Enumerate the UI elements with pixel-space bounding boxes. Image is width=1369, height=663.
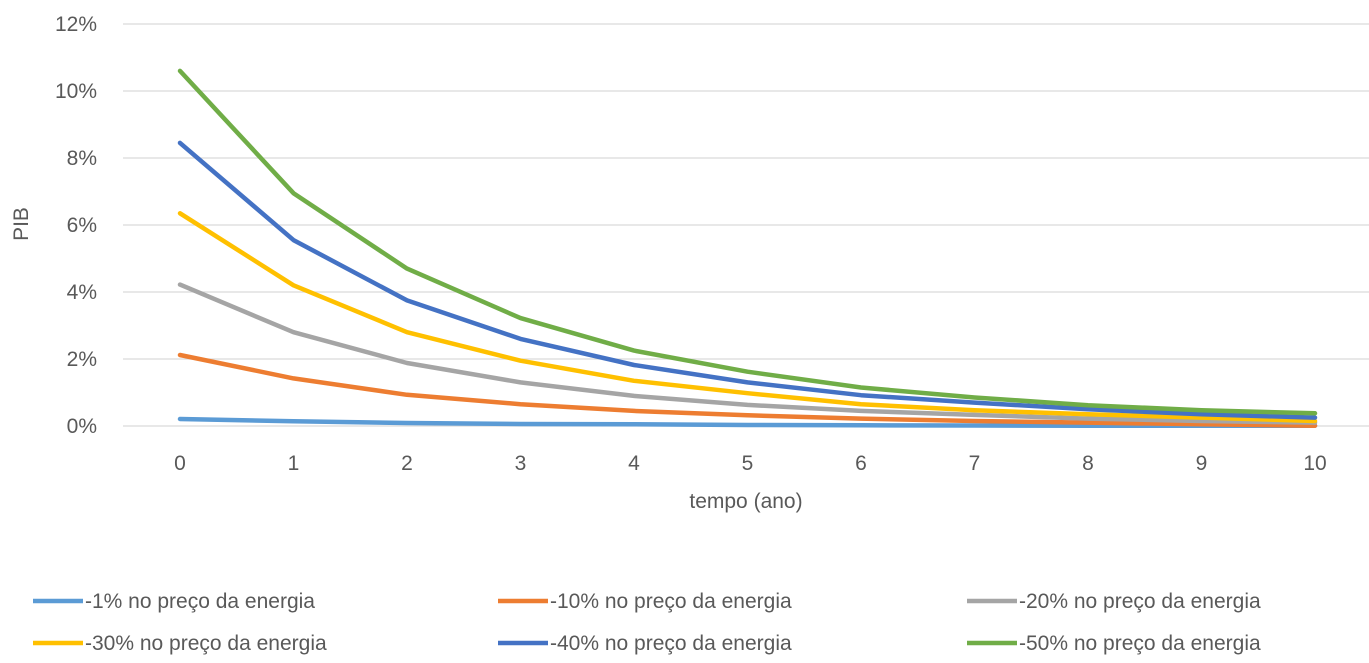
series-line-5 [177,140,1318,420]
legend-item: -20% no preço da energia [967,590,1261,613]
y-tick-label: 0% [67,415,97,438]
y-tick-label: 4% [67,281,97,304]
legend-label: -50% no preço da energia [1019,632,1261,655]
y-tick-label: 10% [55,80,97,103]
legend-label: -20% no preço da energia [1019,590,1261,613]
series-lines [177,68,1318,428]
x-tick-label: 4 [628,452,640,475]
series-line-4 [177,211,1318,424]
y-tick-label: 2% [67,348,97,371]
x-tick-label: 5 [742,452,754,475]
legend-label: -30% no preço da energia [85,632,327,655]
legend-item: -50% no preço da energia [967,632,1261,655]
x-tick-label: 2 [401,452,413,475]
legend-item: -10% no preço da energia [498,590,792,613]
series-line-6 [177,68,1318,416]
x-tick-label: 6 [855,452,867,475]
series-line-2 [177,352,1318,428]
legend-item: -40% no preço da energia [498,632,792,655]
x-tick-label: 10 [1303,452,1326,475]
x-tick-label: 3 [515,452,527,475]
y-tick-label: 12% [55,13,97,36]
gridlines [123,23,1369,427]
legend-label: -40% no preço da energia [550,632,792,655]
x-axis-tick-labels: 0 1 2 3 4 5 6 7 8 9 10 [174,452,1327,475]
y-tick-label: 8% [67,147,97,170]
legend-item: -30% no preço da energia [33,632,327,655]
x-tick-label: 1 [288,452,300,475]
x-tick-label: 9 [1196,452,1208,475]
x-tick-label: 0 [174,452,186,475]
legend-label: -1% no preço da energia [85,590,315,613]
legend-label: -10% no preço da energia [550,590,792,613]
y-axis-title: PIB [10,207,33,241]
x-axis-title: tempo (ano) [689,490,802,513]
x-tick-label: 8 [1082,452,1094,475]
y-axis-tick-labels: 0% 2% 4% 6% 8% 10% 12% [55,13,97,438]
legend-item: -1% no preço da energia [33,590,315,613]
x-tick-label: 7 [969,452,981,475]
y-tick-label: 6% [67,214,97,237]
series-line-1 [177,416,1318,428]
legend: -1% no preço da energia -10% no preço da … [33,590,1261,655]
series-line-3 [177,282,1318,425]
